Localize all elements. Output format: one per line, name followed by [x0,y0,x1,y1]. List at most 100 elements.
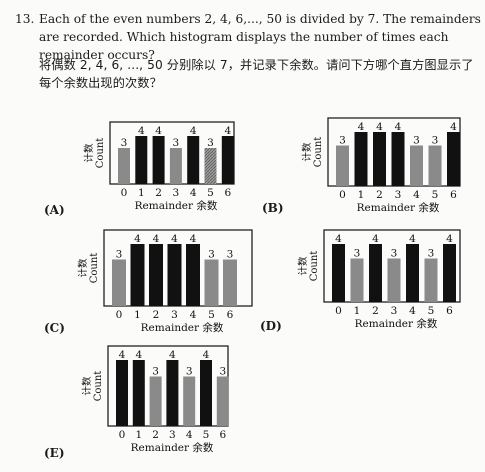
bar-value-label: 4 [376,121,383,133]
x-tick-label: 2 [376,189,383,201]
bar-4 [186,244,200,306]
x-tick-label: 3 [169,429,176,441]
x-tick-label: 2 [155,187,162,199]
chart-c: 3 0 4 1 4 2 4 3 4 4 3 5 3 6 Remainder 余数 计数 Count [77,226,263,334]
bar-2 [152,136,165,184]
chart-e: 4 0 4 1 3 2 4 3 3 4 4 5 3 6 Remainder 余数 计数 Count [72,342,247,454]
x-tick-label: 1 [354,305,361,317]
question-number: 13. [15,12,35,26]
bar-value-label: 3 [208,249,215,261]
bar-0 [116,360,128,426]
bar-5 [424,258,438,302]
bar-1 [132,360,145,426]
y-axis-label-zh: 计数 [83,143,95,163]
bar-value-label: 3 [121,137,128,149]
y-axis-label-en: Count [309,251,320,282]
bar-value-label: 3 [219,366,226,378]
bar-5 [200,360,212,426]
bar-4 [183,376,196,426]
x-tick-label: 3 [171,309,178,321]
chart-d: 4 0 3 1 4 2 3 3 4 4 3 5 4 6 Remainder 余数 计数 Count [290,222,470,332]
bar-6 [221,136,234,184]
bar-2 [369,244,382,302]
x-tick-label: 2 [372,305,379,317]
x-tick-label: 3 [391,305,398,317]
bar-6 [443,244,456,302]
x-tick-label: 6 [446,305,453,317]
y-axis-label-zh: 计数 [77,258,89,278]
bar-3 [169,148,182,184]
x-tick-label: 1 [138,187,145,199]
option-label-c: (C) [44,321,65,335]
bar-5 [204,148,217,184]
bar-4 [406,244,419,302]
bar-value-label: 3 [207,137,214,149]
bar-2 [373,132,386,186]
x-tick-label: 5 [432,189,439,201]
bar-value-label: 4 [395,121,402,133]
x-tick-label: 5 [208,309,215,321]
bar-value-label: 4 [138,125,145,137]
bar-value-label: 4 [358,121,365,133]
y-axis-label-en: Count [313,137,324,168]
bar-0 [112,259,126,306]
bar-value-label: 4 [335,233,342,245]
bar-value-label: 3 [339,135,346,147]
chart-a: 3 0 4 1 4 2 3 3 4 4 3 5 4 6 Remainder 余数 计数 Count [72,112,247,218]
bar-value-label: 3 [391,248,398,260]
x-axis-label: Remainder 余数 [135,199,218,212]
x-tick-label: 6 [224,187,231,199]
x-tick-label: 1 [135,429,142,441]
x-tick-label: 5 [428,305,435,317]
x-tick-label: 5 [203,429,210,441]
x-axis-label: Remainder 余数 [131,441,214,454]
x-tick-label: 6 [450,189,457,201]
x-tick-label: 3 [173,187,180,199]
option-label-a: (A) [44,203,65,217]
y-axis-label-zh: 计数 [301,142,313,162]
x-tick-label: 0 [116,309,123,321]
bar-value-label: 4 [450,121,457,133]
bar-value-label: 4 [190,233,197,245]
bar-5 [428,145,442,186]
bar-value-label: 4 [224,125,231,137]
bar-0 [336,145,349,186]
bar-value-label: 4 [135,349,142,361]
x-tick-label: 1 [358,189,365,201]
bar-0 [118,148,130,184]
bar-value-label: 4 [372,233,379,245]
x-tick-label: 3 [395,189,402,201]
bar-value-label: 3 [354,248,361,260]
bar-4 [187,136,200,184]
option-label-b: (B) [262,201,284,215]
question-text-en: Each of the even numbers 2, 4, 6,..., 50… [39,12,481,62]
bar-4 [410,145,423,186]
bar-3 [387,258,401,302]
bar-6 [223,259,237,306]
bar-value-label: 4 [409,233,416,245]
bar-value-label: 4 [155,125,162,137]
bar-value-label: 4 [446,233,453,245]
x-tick-label: 5 [207,187,214,199]
bar-value-label: 3 [186,366,193,378]
bar-value-label: 4 [190,125,197,137]
bar-value-label: 3 [413,135,420,147]
x-tick-label: 2 [152,429,159,441]
bar-value-label: 4 [153,233,160,245]
x-tick-label: 4 [186,429,193,441]
bar-3 [167,244,182,306]
bar-value-label: 4 [134,233,141,245]
x-tick-label: 6 [227,309,234,321]
x-axis-label: Remainder 余数 [357,201,440,214]
bar-value-label: 3 [227,249,234,261]
y-axis-label-en: Count [89,253,100,284]
x-axis-label: Remainder 余数 [141,321,224,334]
x-tick-label: 4 [409,305,416,317]
bar-value-label: 4 [171,233,178,245]
x-tick-label: 1 [134,309,141,321]
bar-value-label: 3 [173,137,180,149]
y-axis-label-en: Count [95,138,106,169]
bar-1 [350,258,364,302]
bar-3 [391,132,405,186]
bar-value-label: 3 [152,366,159,378]
